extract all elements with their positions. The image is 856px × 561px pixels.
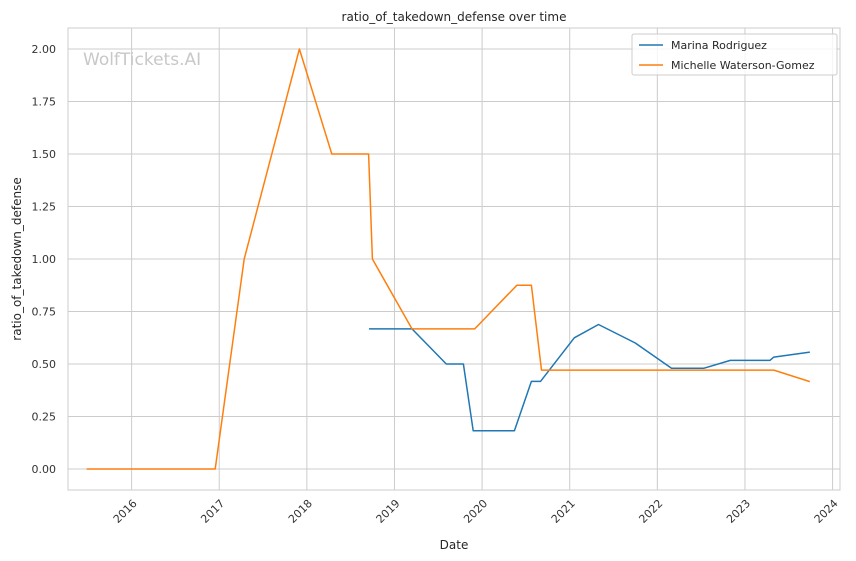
y-tick-label: 1.50 — [32, 148, 57, 161]
legend-box — [631, 33, 838, 76]
legend: Marina Rodriguez Michelle Waterson-Gomez — [631, 33, 838, 76]
y-tick-label: 0.75 — [32, 306, 57, 319]
grid — [68, 28, 840, 490]
y-tick-label: 2.00 — [32, 43, 57, 56]
series-line-1 — [86, 48, 811, 470]
legend-label: Marina Rodriguez — [671, 39, 767, 52]
watermark-text: WolfTickets.AI — [83, 50, 201, 70]
y-tick-label: 0.50 — [32, 358, 57, 371]
y-tick-label: 0.25 — [32, 411, 57, 424]
y-tick-label: 1.25 — [32, 201, 57, 214]
series-lines — [86, 48, 811, 470]
y-tick-label: 1.75 — [32, 96, 57, 109]
x-axis-title: Date — [440, 538, 469, 552]
y-tick-label: 1.00 — [32, 253, 57, 266]
plot-frame — [67, 27, 841, 491]
chart-title: ratio_of_takedown_defense over time — [342, 10, 567, 24]
y-axis-title: ratio_of_takedown_defense — [10, 177, 24, 340]
series-line-0 — [369, 323, 810, 432]
y-tick-labels: 0.00 0.25 0.50 0.75 1.00 1.25 1.50 1.75 2.00 — [32, 43, 57, 476]
legend-label: Michelle Waterson-Gomez — [671, 59, 815, 72]
y-tick-label: 0.00 — [32, 463, 57, 476]
